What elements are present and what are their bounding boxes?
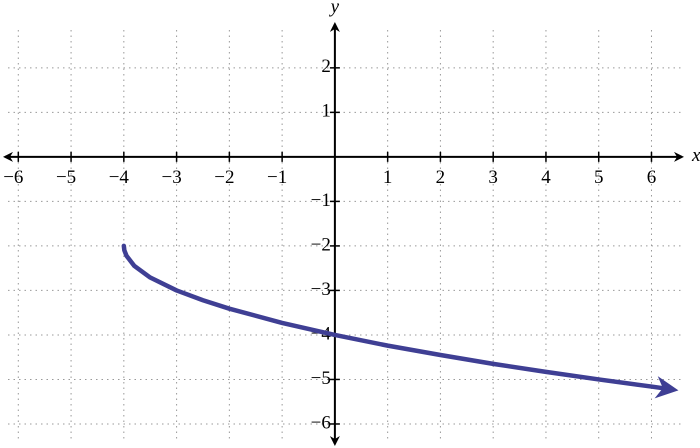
x-axis-label: x — [691, 145, 700, 166]
x-tick-label: −4 — [109, 167, 130, 188]
x-tick-label: −3 — [161, 167, 181, 188]
x-tick-label: 5 — [594, 167, 604, 188]
y-tick-label: −2 — [311, 234, 331, 255]
y-tick-label: −6 — [311, 412, 331, 433]
x-tick-label: 4 — [541, 167, 551, 188]
x-tick-label: −2 — [214, 167, 234, 188]
y-axis-label: y — [329, 0, 340, 17]
curve — [121, 243, 679, 399]
y-tick-label: 1 — [321, 101, 331, 122]
x-tick-label: 6 — [647, 167, 657, 188]
y-tick-label: −3 — [311, 279, 331, 300]
x-tick-label: −1 — [267, 167, 287, 188]
x-tick-label: 1 — [383, 167, 393, 188]
y-tick-label: −1 — [311, 190, 331, 211]
x-tick-label: −5 — [56, 167, 76, 188]
x-tick-label: 2 — [436, 167, 446, 188]
y-tick-label: −5 — [311, 368, 331, 389]
x-tick-label: 3 — [488, 167, 498, 188]
y-tick-label: 2 — [321, 56, 331, 77]
x-tick-label: −6 — [3, 167, 23, 188]
